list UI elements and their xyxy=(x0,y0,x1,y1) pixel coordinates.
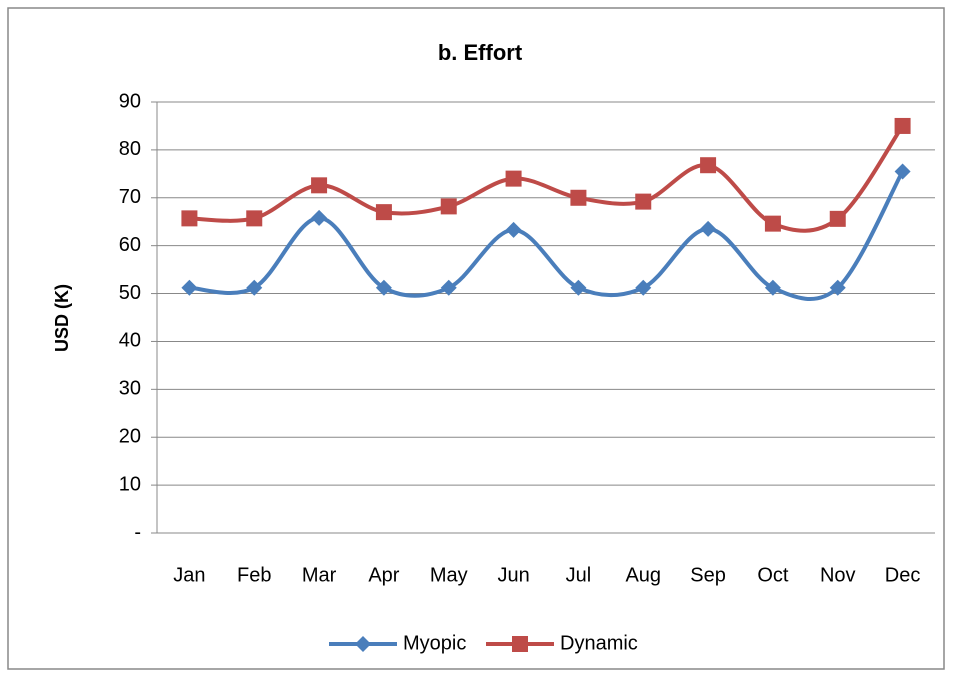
x-tick-label: Mar xyxy=(302,564,337,586)
chart-frame xyxy=(7,7,945,670)
marker xyxy=(246,210,263,227)
x-tick-label: Jul xyxy=(566,564,592,586)
marker xyxy=(570,189,587,206)
marker xyxy=(829,279,846,296)
marker xyxy=(700,157,717,174)
marker xyxy=(181,210,198,227)
x-tick-label: Apr xyxy=(368,564,399,586)
x-tick-label: May xyxy=(430,564,468,586)
x-tick-label: Jan xyxy=(173,564,205,586)
x-tick-label: Jun xyxy=(497,564,529,586)
y-tick-label: 10 xyxy=(119,473,141,495)
marker xyxy=(311,177,328,194)
marker xyxy=(700,220,717,237)
y-tick-label: 50 xyxy=(119,282,141,304)
marker xyxy=(894,117,911,134)
marker xyxy=(635,279,652,296)
marker xyxy=(512,636,528,652)
marker xyxy=(505,221,522,238)
x-tick-label: Nov xyxy=(820,564,856,586)
marker xyxy=(246,279,263,296)
marker xyxy=(440,198,457,215)
y-tick-label: 20 xyxy=(119,426,141,448)
x-tick-label: Oct xyxy=(757,564,789,586)
marker xyxy=(181,279,198,296)
marker xyxy=(311,209,328,226)
y-tick-label: - xyxy=(134,521,141,543)
marker xyxy=(829,210,846,227)
x-tick-label: Aug xyxy=(625,564,661,586)
y-tick-label: 40 xyxy=(119,330,141,352)
y-tick-label: 30 xyxy=(119,378,141,400)
x-tick-label: Dec xyxy=(885,564,921,586)
marker xyxy=(355,636,371,652)
legend-label: Myopic xyxy=(403,632,466,654)
marker xyxy=(375,204,392,221)
marker xyxy=(440,279,457,296)
chart-title: b. Effort xyxy=(438,40,523,65)
marker xyxy=(375,279,392,296)
y-tick-label: 70 xyxy=(119,186,141,208)
marker xyxy=(894,163,911,180)
y-tick-label: 80 xyxy=(119,138,141,160)
marker xyxy=(635,193,652,210)
y-tick-label: 60 xyxy=(119,234,141,256)
x-tick-label: Sep xyxy=(690,564,726,586)
marker xyxy=(570,279,587,296)
marker xyxy=(505,170,522,187)
marker xyxy=(764,279,781,296)
legend-label: Dynamic xyxy=(560,632,638,654)
x-tick-label: Feb xyxy=(237,564,271,586)
marker xyxy=(764,215,781,232)
y-axis-label: USD (K) xyxy=(52,284,72,352)
y-tick-label: 90 xyxy=(119,90,141,112)
